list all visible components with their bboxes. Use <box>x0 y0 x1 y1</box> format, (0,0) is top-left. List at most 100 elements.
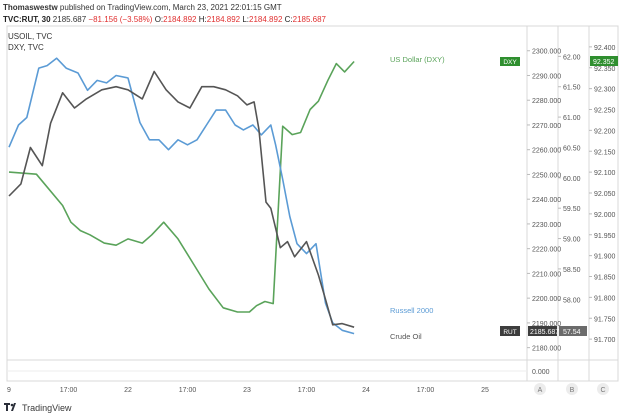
rut-symbol-badge-label: RUT <box>503 329 516 336</box>
rut-price-axis: 2300.000 2290.000 2280.000 2270.000 2260.000… <box>527 49 561 353</box>
time-tick-label: 17:00 <box>60 387 78 394</box>
dxy-axis-tick-label: 91.900 <box>594 254 616 261</box>
price-badges: DXY 92.352 RUT 2185.687 57.54 <box>500 56 618 336</box>
oil-axis-tick-label: 60.50 <box>563 145 581 152</box>
rut-axis-tick-label: 2260.000 <box>532 148 561 155</box>
dxy-axis-tick-label: 92.050 <box>594 191 616 198</box>
close-value: 2185.687 <box>292 15 327 24</box>
oil-axis-tick-label: 62.00 <box>563 54 581 61</box>
oil-axis-tick-label: 59.50 <box>563 206 581 213</box>
lower-pane-tick-label: 0.000 <box>532 369 550 376</box>
oil-axis-tick-label: 61.00 <box>563 115 581 122</box>
dxy-value-badge-label: 92.352 <box>593 59 615 66</box>
symbol-label: TVC:RUT, 30 <box>3 15 51 24</box>
rut-axis-tick-label: 2200.000 <box>532 296 561 303</box>
pane-column-marker <box>534 383 546 395</box>
pane-column-label: A <box>538 387 543 394</box>
publish-info: published on TradingView.com, March 23, … <box>59 3 282 12</box>
dxy-axis-tick-label: 91.850 <box>594 275 616 282</box>
oil-axis-tick-label: 58.00 <box>563 297 581 304</box>
dxy-axis-tick-label: 92.100 <box>594 170 616 177</box>
low-label: L: <box>242 15 250 24</box>
legend-symbol-dxy[interactable]: DXY, TVC <box>8 43 44 52</box>
rut-axis-tick-label: 2190.000 <box>532 321 561 328</box>
chart-frame <box>6 25 619 382</box>
chart-canvas[interactable]: 2300.0002290.0002280.0002270.0002260.000… <box>0 0 625 400</box>
open-value: 2184.892 <box>163 15 197 24</box>
last-price: 2185.687 <box>52 15 87 24</box>
dxy-axis-tick-label: 92.200 <box>594 128 616 135</box>
dxy-axis-tick-label: 91.800 <box>594 295 616 302</box>
oil-axis-tick-label: 58.50 <box>563 267 581 274</box>
oil-value-badge-label: 57.54 <box>563 329 581 336</box>
dxy-axis-tick-label: 91.950 <box>594 233 616 240</box>
dxy-axis-tick-label: 91.700 <box>594 337 616 344</box>
pane-column-marker <box>566 383 578 395</box>
pane-column-label: B <box>570 387 575 394</box>
time-tick-label: 22 <box>124 387 132 394</box>
rut-axis-tick-label: 2290.000 <box>532 73 561 80</box>
time-tick-label: 17:00 <box>179 387 197 394</box>
series-label-dxy: US Dollar (DXY) <box>390 55 445 64</box>
rut-axis-tick-label: 2210.000 <box>532 271 561 278</box>
rut-axis-tick-label: 2250.000 <box>532 172 561 179</box>
time-tick-label: 17:00 <box>417 387 435 394</box>
oil-price-axis: 62.00 61.50 61.00 60.50 60.00 59.50 59.00 58.50… <box>558 54 581 304</box>
series-line-rut <box>8 57 355 335</box>
rut-axis-tick-label: 2240.000 <box>532 197 561 204</box>
series-line-oil <box>8 70 355 328</box>
quote-line: TVC:RUT, 30 2185.687 −81.156 (−3.58%) O:… <box>3 14 326 25</box>
time-tick-label: 17:00 <box>298 387 316 394</box>
time-tick-label: 23 <box>243 387 251 394</box>
oil-axis-tick-label: 61.50 <box>563 85 581 92</box>
tradingview-logo-icon <box>4 403 18 413</box>
dxy-price-axis: 92.400 92.350 92.300 92.250 92.200 92.150 92.1… <box>589 45 616 344</box>
rut-axis-tick-label: 2270.000 <box>532 123 561 130</box>
series-label-oil: Crude Oil <box>390 332 422 341</box>
series-label-rut: Russell 2000 <box>390 306 433 315</box>
dxy-symbol-badge-label: DXY <box>503 59 517 66</box>
publish-header: Thomaswestw published on TradingView.com… <box>3 2 282 13</box>
series-line-dxy <box>8 60 355 313</box>
dxy-axis-tick-label: 92.250 <box>594 108 616 115</box>
time-tick-label: 25 <box>481 387 489 394</box>
rut-value-badge-label: 2185.687 <box>530 329 559 336</box>
rut-axis-tick-label: 2280.000 <box>532 98 561 105</box>
dxy-axis-tick-label: 92.350 <box>594 66 616 73</box>
oil-axis-tick-label: 59.00 <box>563 237 581 244</box>
author-name[interactable]: Thomaswestw <box>3 3 58 12</box>
oil-axis-tick-label: 60.00 <box>563 176 581 183</box>
legend-symbol-usoil[interactable]: USOIL, TVC <box>8 32 53 41</box>
pane-column-marker <box>597 383 609 395</box>
pane-column-label: C <box>600 387 605 394</box>
dxy-axis-tick-label: 92.300 <box>594 87 616 94</box>
low-value: 2184.892 <box>249 15 283 24</box>
rut-axis-tick-label: 2180.000 <box>532 346 561 353</box>
lower-pane: 0.000 <box>7 369 550 376</box>
dxy-symbol-badge <box>500 57 520 66</box>
time-tick-label: 24 <box>362 387 370 394</box>
time-tick-label: 9 <box>7 387 11 394</box>
rut-axis-tick-label: 2230.000 <box>532 222 561 229</box>
price-change: −81.156 (−3.58%) <box>88 15 153 24</box>
dxy-axis-tick-label: 92.400 <box>594 45 616 52</box>
series-lines <box>8 57 355 335</box>
dxy-axis-tick-label: 91.750 <box>594 316 616 323</box>
brand-name: TradingView <box>22 403 72 413</box>
plot-border <box>6 25 619 382</box>
dxy-axis-tick-label: 92.000 <box>594 212 616 219</box>
rut-value-badge <box>528 326 557 336</box>
close-label: C: <box>284 15 293 24</box>
time-axis: 9 17:00 22 17:00 23 17:00 24 17:00 25 A B C <box>7 383 609 395</box>
rut-axis-tick-label: 2220.000 <box>532 247 561 254</box>
rut-axis-tick-label: 2300.000 <box>532 49 561 56</box>
footer-brand[interactable]: TradingView <box>4 403 72 413</box>
rut-symbol-badge <box>500 326 520 336</box>
high-label: H: <box>198 15 207 24</box>
open-label: O: <box>154 15 164 24</box>
oil-value-badge <box>559 326 587 336</box>
dxy-value-badge <box>590 56 618 66</box>
series-labels: US Dollar (DXY) Russell 2000 Crude Oil <box>390 55 445 341</box>
high-value: 2184.892 <box>206 15 241 24</box>
dxy-axis-tick-label: 92.150 <box>594 149 616 156</box>
